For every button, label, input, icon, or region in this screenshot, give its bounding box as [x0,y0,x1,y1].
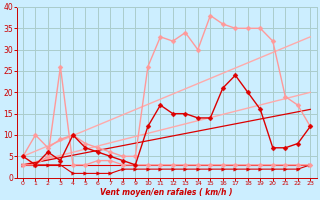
X-axis label: Vent moyen/en rafales ( km/h ): Vent moyen/en rafales ( km/h ) [100,188,233,197]
